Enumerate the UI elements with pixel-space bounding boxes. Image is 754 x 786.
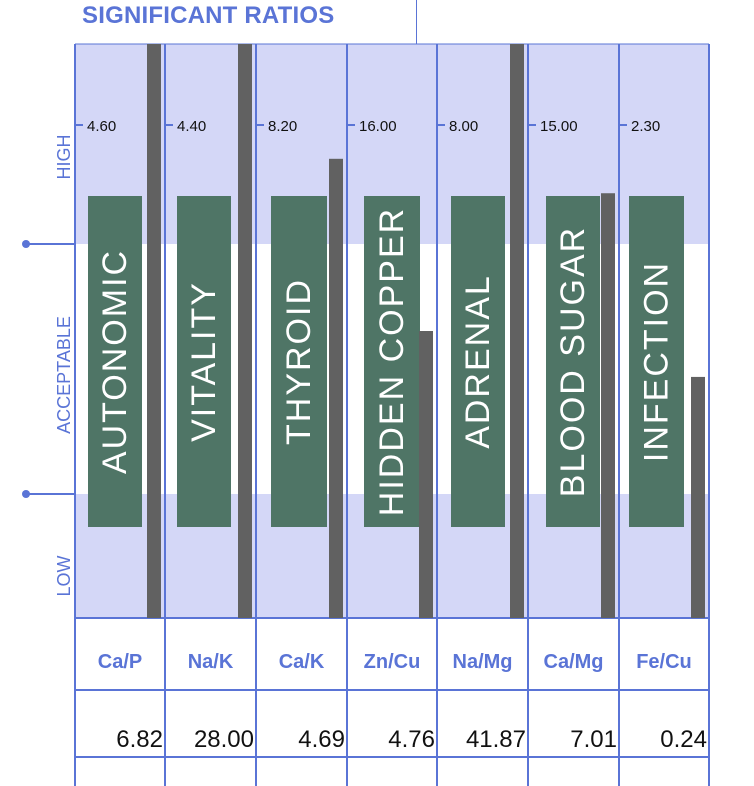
ratio-value: 4.76: [388, 726, 435, 753]
threshold-label: 16.00: [359, 118, 397, 135]
zone-label-high: HIGH: [54, 135, 74, 180]
ratio-label: Na/K: [188, 651, 234, 673]
level-bar: [147, 44, 161, 618]
ratio-label: Na/Mg: [453, 651, 513, 673]
level-bar: [691, 376, 705, 618]
ratio-value: 4.69: [298, 726, 345, 753]
level-bar: [510, 44, 524, 618]
title-bracket-line: [416, 0, 417, 44]
category-label: INFECTION: [638, 261, 676, 462]
category-label-box: [88, 196, 142, 527]
category-label-box: [451, 196, 505, 527]
ratio-value: 0.24: [660, 726, 707, 753]
category-label: AUTONOMIC: [96, 249, 134, 474]
threshold-label: 15.00: [540, 118, 578, 135]
threshold-label: 8.00: [449, 118, 478, 135]
ratio-value: 6.82: [116, 726, 163, 753]
category-label: BLOOD SUGAR: [554, 226, 592, 497]
category-label-box: [546, 196, 600, 527]
level-bar: [329, 158, 343, 619]
category-label: THYROID: [280, 278, 318, 445]
zone-label-low: LOW: [54, 555, 74, 596]
ratio-label: Fe/Cu: [636, 651, 692, 673]
category-label-box: [271, 196, 327, 527]
ratio-value: 41.87: [466, 726, 526, 753]
threshold-label: 4.40: [177, 118, 206, 135]
category-label-box: [177, 196, 231, 527]
ratio-value: 28.00: [194, 726, 254, 753]
ratio-label: Ca/Mg: [544, 651, 604, 673]
threshold-label: 4.60: [87, 118, 116, 135]
zone-label-acceptable: ACCEPTABLE: [54, 316, 74, 434]
category-label: VITALITY: [185, 281, 223, 442]
category-label: ADRENAL: [459, 274, 497, 449]
zone-boundary-marker-dot: [22, 490, 30, 498]
level-bar: [601, 193, 615, 619]
category-label-box: [364, 196, 420, 527]
ratio-value: 7.01: [570, 726, 617, 753]
level-bar: [238, 44, 252, 618]
zone-boundary-marker-dot: [22, 240, 30, 248]
chart-title: SIGNIFICANT RATIOS: [82, 2, 335, 29]
level-bar: [419, 331, 433, 618]
threshold-label: 2.30: [631, 118, 660, 135]
ratio-label: Ca/K: [279, 651, 325, 673]
threshold-label: 8.20: [268, 118, 297, 135]
category-label-box: [629, 196, 684, 527]
zone-high-top-shade: [75, 44, 709, 94]
ratio-label: Zn/Cu: [364, 651, 421, 673]
ratio-label: Ca/P: [98, 651, 142, 673]
category-label: HIDDEN COPPER: [373, 207, 411, 516]
